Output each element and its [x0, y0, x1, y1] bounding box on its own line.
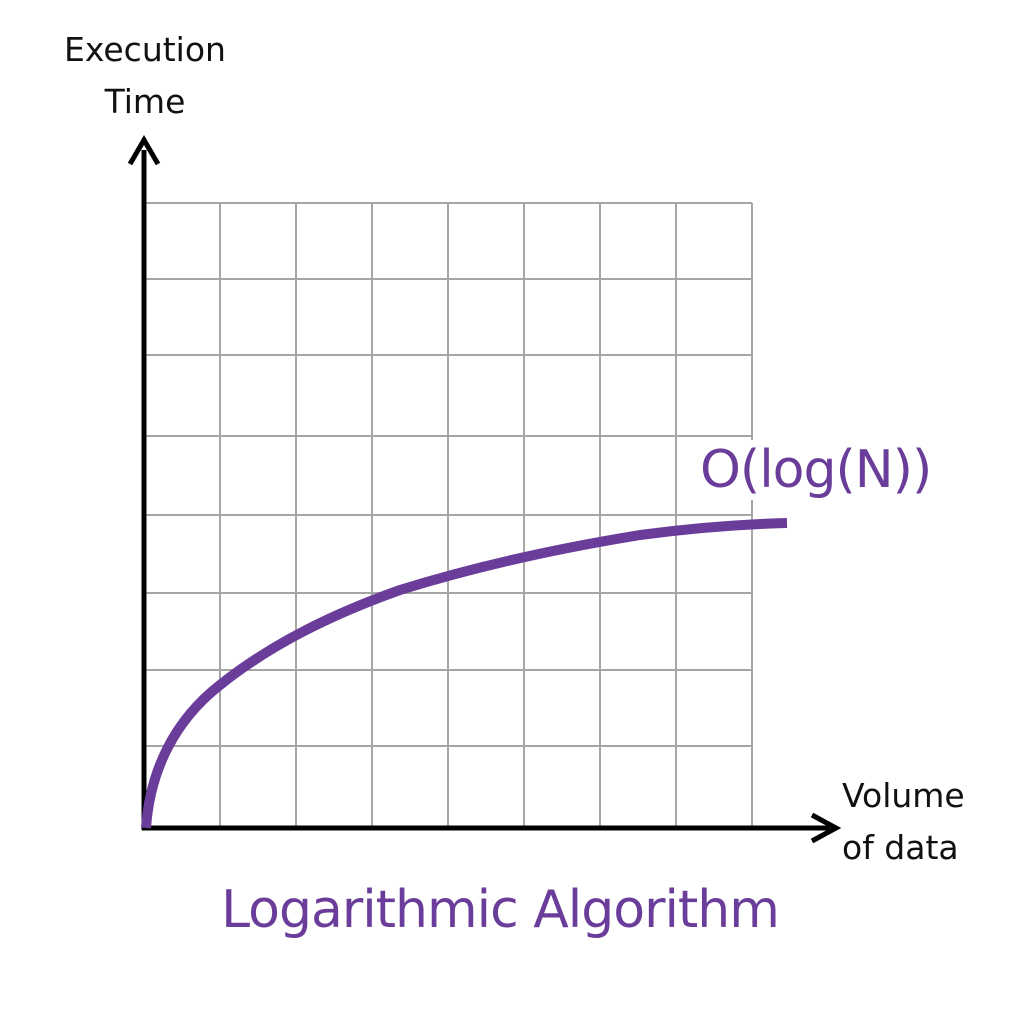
x-axis-arrow-icon	[810, 812, 842, 844]
log-curve	[141, 518, 788, 829]
x-axis-label-line2: of data	[842, 828, 959, 867]
series-label: O(log(N))	[694, 440, 938, 500]
y-axis-label: Execution Time	[40, 24, 250, 128]
y-axis-arrow-icon	[127, 135, 161, 166]
y-axis	[127, 135, 161, 830]
x-axis-label-line1: Volume	[842, 776, 965, 815]
y-axis-label-line1: Execution	[64, 30, 226, 69]
x-axis	[142, 812, 842, 844]
y-axis-label-line2: Time	[104, 82, 186, 121]
chart-title: Logarithmic Algorithm	[221, 880, 780, 940]
grid	[144, 202, 753, 828]
x-axis-label: Volume of data	[842, 770, 1002, 874]
